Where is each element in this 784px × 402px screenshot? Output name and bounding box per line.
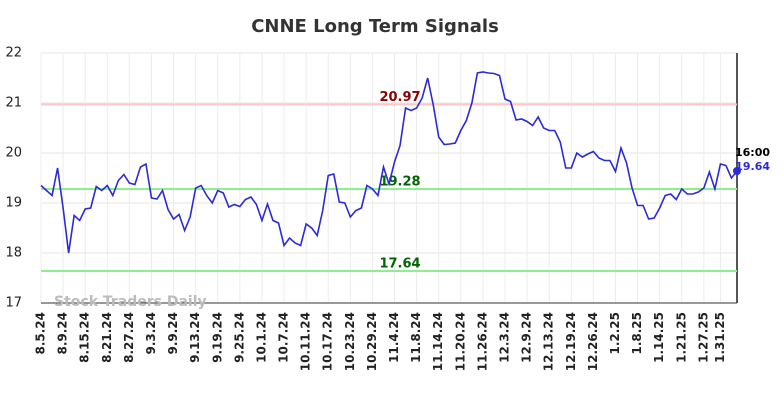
- x-tick-label: 11.14.24: [431, 312, 445, 371]
- x-tick-label: 1.21.25: [674, 312, 688, 363]
- x-tick-label: 10.23.24: [343, 312, 357, 371]
- x-tick-label: 8.21.24: [100, 312, 114, 363]
- x-tick-label: 11.4.24: [387, 312, 401, 363]
- level-label: 19.28: [379, 175, 420, 190]
- last-point: [733, 167, 741, 175]
- x-tick-label: 11.8.24: [409, 312, 423, 363]
- x-tick-label: 10.11.24: [299, 312, 313, 371]
- x-tick-label: 12.3.24: [498, 312, 512, 363]
- price-line: [40, 71, 738, 254]
- x-tick-label: 8.15.24: [78, 312, 92, 363]
- y-tick-label: 21: [5, 96, 22, 111]
- x-tick-label: 10.17.24: [321, 312, 335, 371]
- x-tick-label: 10.7.24: [277, 312, 291, 363]
- x-tick-label: 1.31.25: [713, 312, 727, 363]
- x-tick-label: 9.3.24: [144, 312, 158, 355]
- watermark: Stock Traders Daily: [54, 294, 207, 310]
- y-tick-label: 19: [5, 196, 22, 211]
- x-tick-label: 12.26.24: [586, 312, 600, 371]
- chart-title: CNNE Long Term Signals: [251, 16, 499, 37]
- last-time: 16:00: [735, 146, 770, 159]
- x-tick-label: 8.27.24: [122, 312, 136, 363]
- last-value: 19.64: [735, 160, 770, 173]
- x-tick-label: 10.29.24: [365, 312, 379, 371]
- y-tick-label: 17: [5, 296, 22, 311]
- x-tick-label: 1.14.25: [652, 312, 666, 363]
- x-tick-label: 11.20.24: [453, 312, 467, 371]
- x-tick-label: 9.19.24: [210, 312, 224, 363]
- x-tick-label: 1.2.25: [608, 312, 622, 355]
- x-tick-label: 8.9.24: [56, 312, 70, 355]
- x-tick-label: 9.25.24: [232, 312, 246, 363]
- y-tick-label: 18: [5, 246, 22, 261]
- y-tick-label: 22: [5, 46, 22, 61]
- x-tick-label: 9.13.24: [188, 312, 202, 363]
- x-tick-label: 12.9.24: [520, 312, 534, 363]
- x-tick-label: 12.19.24: [564, 312, 578, 371]
- x-tick-label: 1.27.25: [696, 312, 710, 363]
- x-tick-label: 10.1.24: [254, 312, 268, 363]
- x-tick-label: 11.26.24: [475, 312, 489, 371]
- x-tick-label: 9.9.24: [166, 312, 180, 355]
- x-tick-label: 12.13.24: [542, 312, 556, 371]
- x-tick-label: 1.8.25: [630, 312, 644, 355]
- x-tick-label: 8.5.24: [34, 312, 48, 355]
- level-label: 17.64: [379, 257, 420, 272]
- level-label: 20.97: [379, 90, 420, 105]
- y-tick-label: 20: [5, 146, 22, 161]
